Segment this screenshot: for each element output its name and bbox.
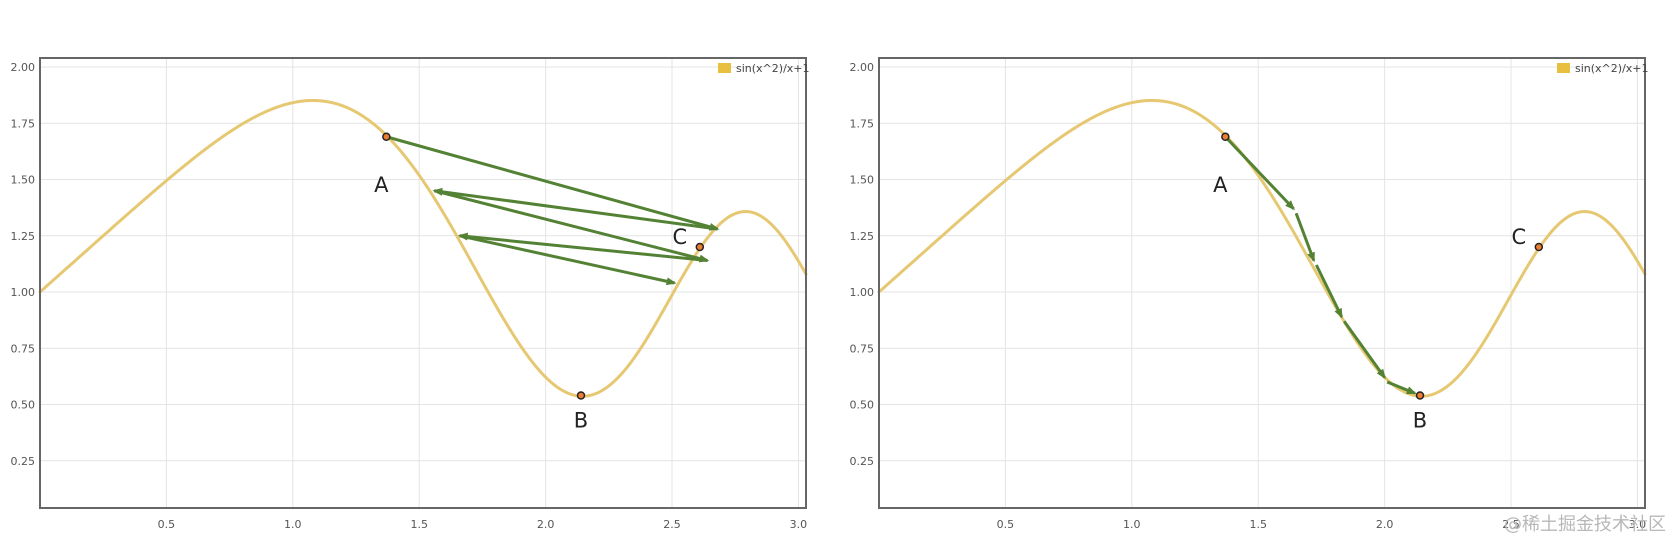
point-a xyxy=(1221,132,1230,141)
gradient-step-arrow-4 xyxy=(1342,320,1386,380)
watermark: @稀土掘金技术社区 xyxy=(1504,514,1666,535)
y-tick-label: 0.25 xyxy=(11,455,36,468)
point-c xyxy=(695,242,705,252)
point-b xyxy=(576,391,586,400)
x-tick-label: 2.5 xyxy=(1502,518,1520,531)
gradient-step-arrow-5 xyxy=(459,234,677,286)
gradient-step-arrow-1 xyxy=(1224,135,1295,211)
point-c xyxy=(1534,242,1544,252)
y-tick-label: 1.00 xyxy=(11,286,36,299)
y-tick-label: 2.00 xyxy=(850,61,875,74)
y-tick-label: 1.50 xyxy=(11,174,36,187)
point-a xyxy=(382,132,391,141)
x-tick-label: 0.5 xyxy=(997,518,1015,531)
x-tick-label: 1.0 xyxy=(1123,518,1141,531)
gradient-step-arrow-5 xyxy=(1386,380,1417,395)
legend-swatch xyxy=(1557,63,1570,73)
x-tick-label: 1.5 xyxy=(410,518,428,531)
y-tick-label: 0.75 xyxy=(11,342,36,355)
y-tick-label: 1.25 xyxy=(850,230,875,243)
x-tick-label: 3.0 xyxy=(790,518,808,531)
gradient-step-arrow-3 xyxy=(1315,264,1343,319)
y-tick-label: 2.00 xyxy=(11,61,36,74)
chart-panel-right: 0.5 1.0 1.5 2.0 2.5 3.0 0.25 0.50 0.75 1.00 1.25 1.… xyxy=(850,57,1649,531)
gradient-step-arrow-2 xyxy=(432,187,718,231)
gradient-step-arrow-4 xyxy=(457,232,708,262)
y-tick-label: 0.50 xyxy=(11,399,36,412)
legend-swatch xyxy=(718,63,731,73)
y-tick-label: 1.75 xyxy=(850,117,875,130)
x-tick-label: 0.5 xyxy=(158,518,176,531)
point-label-a: A xyxy=(374,173,389,197)
plot-frame xyxy=(878,57,1646,509)
point-label-c: C xyxy=(1511,225,1526,249)
y-tick-label: 0.50 xyxy=(850,399,875,412)
y-tick-label: 1.75 xyxy=(11,117,36,130)
x-tick-label: 2.5 xyxy=(663,518,681,531)
y-tick-label: 0.75 xyxy=(850,342,875,355)
gradient-step-arrow-1 xyxy=(385,135,720,231)
point-b xyxy=(1415,391,1425,400)
x-tick-label: 1.0 xyxy=(284,518,302,531)
y-tick-label: 1.25 xyxy=(11,230,36,243)
x-tick-label: 2.0 xyxy=(537,518,555,531)
x-tick-label: 1.5 xyxy=(1249,518,1267,531)
legend-label: sin(x^2)/x+1 xyxy=(736,62,810,75)
legend-label: sin(x^2)/x+1 xyxy=(1575,62,1649,75)
x-tick-label: 3.0 xyxy=(1629,518,1647,531)
curve-series-line xyxy=(38,98,808,398)
point-label-a: A xyxy=(1213,173,1228,197)
curve-series-line xyxy=(877,98,1647,398)
gradient-step-arrow-3 xyxy=(434,189,710,263)
point-label-b: B xyxy=(1413,409,1427,433)
plot-frame xyxy=(39,57,807,509)
y-tick-label: 1.50 xyxy=(850,174,875,187)
gradient-step-arrow-2 xyxy=(1294,212,1316,263)
point-label-b: B xyxy=(574,409,588,433)
x-tick-label: 2.0 xyxy=(1376,518,1394,531)
y-tick-label: 0.25 xyxy=(850,455,875,468)
chart-panel-left: 0.5 1.0 1.5 2.0 2.5 3.0 0.25 0.50 0.75 1.00 1.25 1.… xyxy=(11,57,810,531)
point-label-c: C xyxy=(672,225,687,249)
y-tick-label: 1.00 xyxy=(850,286,875,299)
